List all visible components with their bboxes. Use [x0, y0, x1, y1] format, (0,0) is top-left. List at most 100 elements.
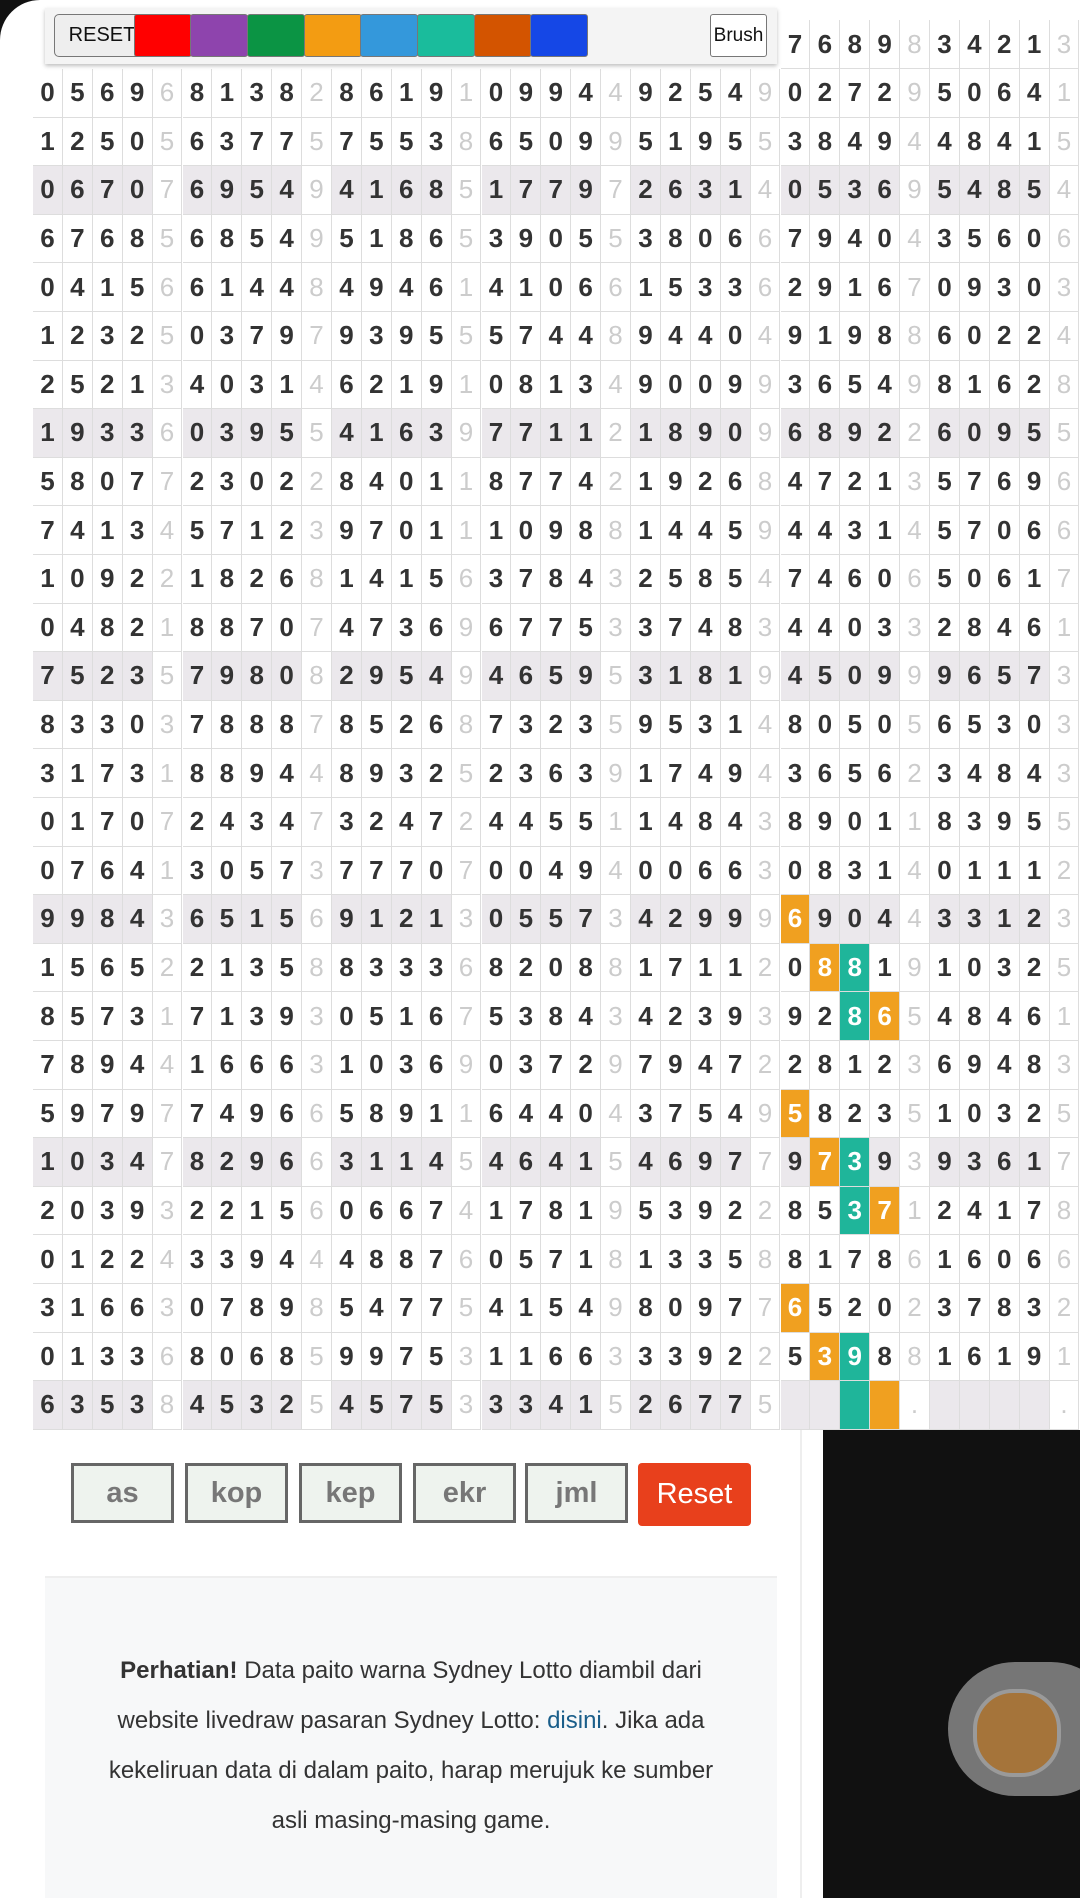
digit-cell: 4: [660, 312, 691, 361]
digit-cell: 3: [631, 652, 661, 701]
input-box[interactable]: as: [71, 1463, 174, 1523]
digit-cell: 5: [421, 1381, 452, 1430]
digit-cell: 5: [332, 1089, 362, 1139]
digit-cell: 1: [870, 798, 901, 847]
color-swatch[interactable]: [134, 14, 192, 57]
separator-cell: 7: [302, 312, 332, 361]
digit-cell: 1: [541, 360, 572, 410]
color-swatch[interactable]: [530, 14, 588, 57]
digit-cell: 5: [62, 943, 93, 993]
digit-cell: 1: [481, 506, 512, 555]
digit-cell: 2: [571, 1041, 602, 1090]
digit-cell: 5: [810, 1186, 841, 1236]
separator-cell: 4: [750, 166, 781, 215]
digit-cell: 3: [92, 700, 123, 750]
digit-cell: 8: [720, 603, 751, 653]
separator-cell: 4: [601, 1089, 631, 1139]
digit-cell: 7: [182, 992, 213, 1041]
digit-cell: 1: [62, 749, 93, 798]
digit-cell: 3: [870, 1089, 901, 1139]
notice-link[interactable]: disini: [547, 1707, 602, 1734]
digit-cell: 3: [840, 506, 871, 555]
digit-cell: 1: [1019, 117, 1050, 167]
color-swatch[interactable]: [360, 14, 418, 57]
digit-cell: 1: [511, 1284, 542, 1333]
digit-cell: 6: [571, 1332, 602, 1382]
digit-cell: 4: [571, 312, 602, 361]
digit-cell: 4: [391, 263, 422, 312]
digit-cell: 4: [481, 1138, 512, 1187]
digit-cell: 1: [361, 1138, 392, 1187]
input-box[interactable]: kop: [185, 1463, 288, 1523]
digit-cell: 0: [62, 1138, 93, 1187]
color-swatch[interactable]: [417, 14, 475, 57]
digit-cell: 7: [720, 1138, 751, 1187]
digit-cell: 9: [1019, 1332, 1050, 1382]
accessibility-button[interactable]: [973, 1689, 1061, 1777]
digit-cell: 3: [959, 798, 990, 847]
digit-cell: 7: [272, 846, 303, 896]
digit-cell: 5: [840, 749, 871, 798]
digit-cell: 1: [989, 1186, 1020, 1236]
digit-cell: 7: [1019, 652, 1050, 701]
color-swatch[interactable]: [247, 14, 305, 57]
digit-cell: 9: [870, 20, 901, 69]
digit-cell: 4: [631, 992, 661, 1041]
digit-cell: 4: [959, 20, 990, 69]
digit-cell: 7: [541, 166, 572, 215]
separator-cell: 3: [601, 1332, 631, 1382]
input-box[interactable]: jml: [525, 1463, 628, 1523]
color-swatch[interactable]: [190, 14, 248, 57]
digit-cell: 6: [810, 20, 841, 69]
digit-cell: 5: [92, 1381, 123, 1430]
digit-cell: 4: [391, 798, 422, 847]
digit-cell: 1: [361, 214, 392, 264]
separator-cell: 9: [302, 166, 332, 215]
separator-cell: 7: [152, 1138, 183, 1187]
digit-cell: 7: [92, 798, 123, 847]
digit-cell: 6: [870, 166, 901, 215]
digit-cell: 5: [720, 1235, 751, 1284]
digit-cell: 7: [361, 603, 392, 653]
separator-cell: 8: [750, 1235, 781, 1284]
digit-cell: 6: [272, 555, 303, 604]
digit-cell: 3: [660, 1332, 691, 1382]
brush-button[interactable]: Brush: [710, 14, 767, 57]
input-box[interactable]: ekr: [413, 1463, 516, 1523]
separator-cell: 5: [152, 117, 183, 167]
digit-cell: 5: [631, 1186, 661, 1236]
separator-cell: 3: [900, 1041, 930, 1090]
digit-cell: 4: [720, 69, 751, 118]
digit-cell: 0: [870, 214, 901, 264]
color-swatch[interactable]: [304, 14, 362, 57]
digit-cell: 3: [780, 749, 811, 798]
digit-cell: 5: [840, 360, 871, 410]
digit-cell: 2: [989, 312, 1020, 361]
digit-cell: 8: [690, 555, 721, 604]
input-box[interactable]: kep: [299, 1463, 402, 1523]
digit-cell: 9: [332, 895, 362, 944]
digit-cell: 6: [242, 1332, 273, 1382]
digit-cell: 8: [62, 1041, 93, 1090]
digit-cell: 3: [391, 1041, 422, 1090]
digit-cell: 8: [840, 943, 871, 993]
digit-cell: 6: [481, 117, 512, 167]
digit-cell: 0: [391, 457, 422, 507]
digit-cell: 1: [62, 1235, 93, 1284]
separator-cell: 6: [900, 555, 930, 604]
digit-cell: 4: [930, 992, 960, 1041]
digit-cell: 8: [780, 1235, 811, 1284]
digit-cell: 3: [421, 943, 452, 993]
digit-cell: 0: [959, 312, 990, 361]
digit-cell: 8: [212, 603, 243, 653]
digit-cell: 1: [1019, 555, 1050, 604]
digit-cell: 6: [989, 1138, 1020, 1187]
digit-cell: 4: [332, 166, 362, 215]
separator-cell: 5: [302, 409, 332, 458]
digit-cell: 8: [810, 846, 841, 896]
color-swatch[interactable]: [474, 14, 532, 57]
digit-cell: 7: [92, 1089, 123, 1139]
reset-button[interactable]: Reset: [638, 1463, 751, 1526]
digit-cell: 8: [571, 506, 602, 555]
